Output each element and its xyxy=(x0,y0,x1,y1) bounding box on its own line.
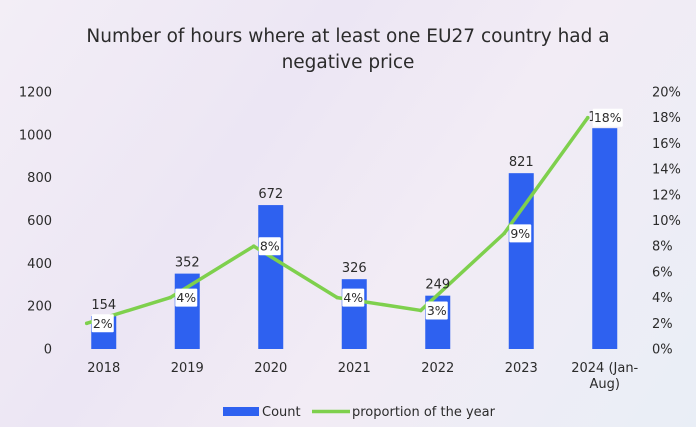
legend: Count proportion of the year xyxy=(223,405,496,420)
chart-title: Number of hours where at least one EU27 … xyxy=(86,26,609,73)
line-value-label: 4% xyxy=(342,288,365,307)
legend-label: Count xyxy=(262,405,301,420)
x-tick-label: 2022 xyxy=(421,361,454,376)
legend-label: proportion of the year xyxy=(352,405,496,420)
x-tick-label: 2024 (Jan- xyxy=(571,361,638,376)
line-label-text: 9% xyxy=(510,226,530,241)
legend-item-proportion: proportion of the year xyxy=(312,405,496,420)
line-label-box xyxy=(425,301,448,320)
line-label-box xyxy=(91,314,114,333)
legend-swatch-bar xyxy=(223,407,259,416)
bar-value-label: 352 xyxy=(175,256,200,271)
bar-data-labels: 1543526723262498211031 xyxy=(91,110,621,313)
left-axis-tick-label: 0 xyxy=(44,343,52,358)
legend-item-count: Count xyxy=(223,405,301,420)
line-value-label: 18% xyxy=(592,108,623,127)
x-tick-label: 2021 xyxy=(338,361,371,376)
bar-value-label: 326 xyxy=(342,261,367,276)
right-axis-tick-label: 2% xyxy=(652,317,673,332)
left-axis-tick-label: 200 xyxy=(27,300,52,315)
left-axis: 0 200 400 600 800 1000 1200 xyxy=(19,86,52,358)
line-series xyxy=(84,115,590,326)
line-value-label: 8% xyxy=(258,237,281,256)
right-axis-tick-label: 10% xyxy=(652,214,681,229)
left-axis-tick-label: 400 xyxy=(27,257,52,272)
line-point xyxy=(251,244,256,248)
line-label-text: 4% xyxy=(343,290,363,305)
line-label-box xyxy=(509,224,532,243)
line-label-box xyxy=(342,288,365,307)
chart-title-line: Number of hours where at least one EU27 … xyxy=(86,26,609,47)
bar xyxy=(174,273,200,349)
right-axis-tick-label: 4% xyxy=(652,291,673,306)
right-axis-tick-label: 12% xyxy=(652,188,681,203)
bar-value-label: 154 xyxy=(91,298,116,313)
left-axis-tick-label: 600 xyxy=(27,214,52,229)
line-value-label: 4% xyxy=(175,288,198,307)
line-label-text: 18% xyxy=(594,110,622,125)
right-axis-tick-label: 18% xyxy=(652,111,681,126)
line-label-box xyxy=(592,108,623,127)
left-axis-tick-label: 1000 xyxy=(19,128,52,143)
x-axis: 2018 2019 2020 2021 2022 2023 2024 (Jan-Aug) xyxy=(87,361,638,392)
line-point xyxy=(418,308,423,313)
x-tick-label: 2023 xyxy=(505,361,538,376)
line-data-labels: 2% 4% 8% 4% 3% 9% 18% xyxy=(91,108,623,333)
chart-title-line: negative price xyxy=(282,52,415,73)
right-axis: 0% 2% 4% 6% 8% 10% 12% 14% 16% 18% 20% xyxy=(652,86,681,358)
bar-value-label: 249 xyxy=(425,278,450,293)
bar xyxy=(508,173,534,349)
left-axis-tick-label: 1200 xyxy=(19,86,52,101)
line-point xyxy=(335,295,340,300)
x-tick-label: Aug) xyxy=(590,377,620,392)
right-axis-tick-label: 16% xyxy=(652,137,681,152)
line-label-box xyxy=(258,237,281,256)
x-tick-label: 2019 xyxy=(171,361,204,376)
line-value-label: 9% xyxy=(509,224,532,243)
line-label-text: 2% xyxy=(93,316,113,331)
bar-value-label: 821 xyxy=(509,155,534,170)
right-axis-tick-label: 20% xyxy=(652,86,681,101)
line-value-label: 3% xyxy=(425,301,448,320)
line-value-label: 2% xyxy=(91,314,114,333)
line-point xyxy=(168,295,173,300)
right-axis-tick-label: 14% xyxy=(652,163,681,178)
x-tick-label: 2020 xyxy=(254,361,287,376)
line-point xyxy=(84,321,89,326)
right-axis-tick-label: 8% xyxy=(652,240,673,255)
right-axis-tick-label: 0% xyxy=(652,343,673,358)
bar-series xyxy=(91,128,618,349)
line-label-text: 8% xyxy=(260,239,280,254)
line-label-text: 4% xyxy=(176,290,196,305)
line-point xyxy=(502,231,507,236)
left-axis-tick-label: 800 xyxy=(27,171,52,186)
bar xyxy=(258,205,284,349)
x-tick-label: 2018 xyxy=(87,361,120,376)
line-label-box xyxy=(175,288,198,307)
right-axis-tick-label: 6% xyxy=(652,265,673,280)
bar xyxy=(592,128,618,349)
bar-value-label: 672 xyxy=(258,187,283,202)
line-label-text: 3% xyxy=(427,303,447,318)
line-point xyxy=(585,115,590,120)
